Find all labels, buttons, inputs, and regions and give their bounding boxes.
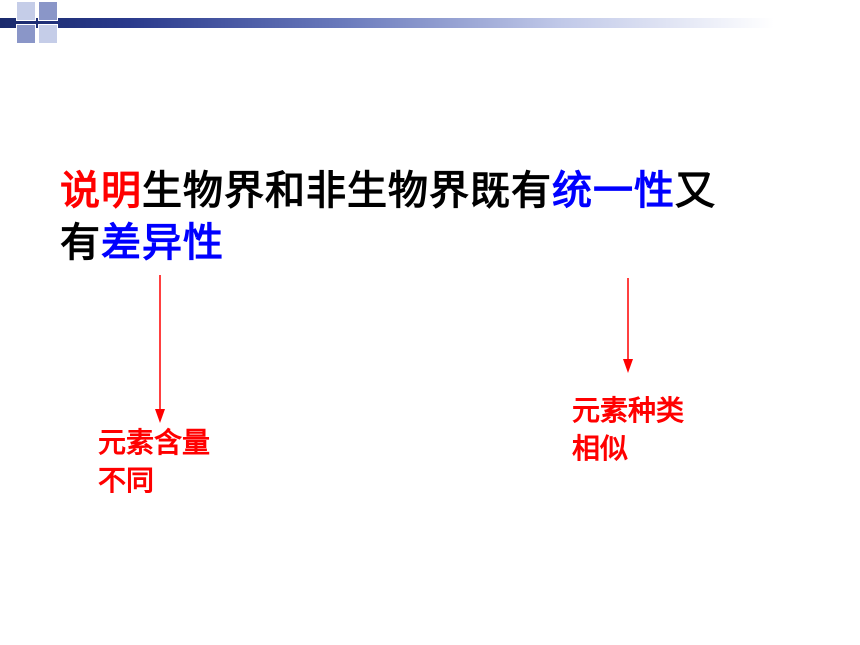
deco-square-4 bbox=[38, 24, 58, 44]
main-statement: 说明生物界和非生物界既有统一性又 有差异性 bbox=[60, 165, 716, 269]
caption-right-line1: 元素种类 bbox=[572, 395, 684, 426]
arrow-right bbox=[618, 278, 638, 378]
deco-square-1 bbox=[16, 1, 36, 21]
caption-right: 元素种类 相似 bbox=[572, 392, 684, 468]
caption-left: 元素含量 不同 bbox=[98, 424, 210, 500]
text-tongyi: 统一性 bbox=[552, 169, 675, 213]
deco-square-2 bbox=[38, 1, 58, 21]
arrow-left bbox=[150, 275, 170, 425]
caption-left-line2: 不同 bbox=[98, 465, 154, 496]
text-you: 又 bbox=[675, 169, 716, 213]
caption-left-line1: 元素含量 bbox=[98, 427, 210, 458]
gradient-strip bbox=[0, 18, 860, 28]
text-mid1: 生物界和非生物界既有 bbox=[142, 169, 552, 213]
text-you2: 有 bbox=[60, 221, 101, 265]
text-shuoming: 说明 bbox=[60, 169, 142, 213]
deco-square-3 bbox=[16, 24, 36, 44]
text-chayi: 差异性 bbox=[101, 221, 224, 265]
header-decoration bbox=[0, 0, 860, 42]
caption-right-line2: 相似 bbox=[572, 433, 628, 464]
